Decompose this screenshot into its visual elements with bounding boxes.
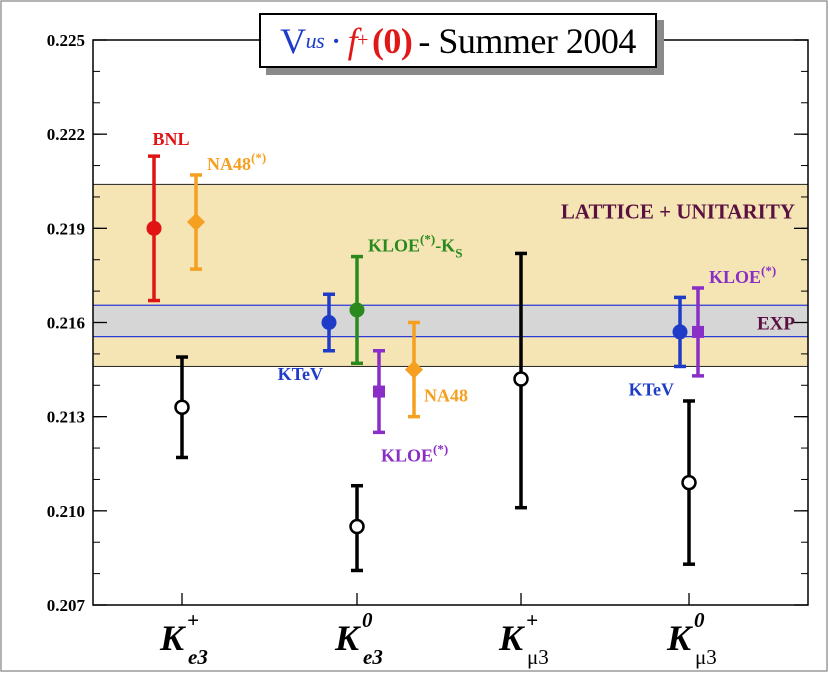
point-label-text: KTeV: [629, 379, 674, 399]
y-tick-label: 0.219: [47, 219, 85, 238]
title-v: V: [280, 20, 306, 61]
band-label-exp: EXP: [757, 314, 795, 335]
point-label-sub: S: [455, 246, 462, 261]
x-category-label: K 0 μ3: [666, 608, 717, 669]
data-point-open-circle: [681, 474, 697, 491]
x-label-sub: e3: [188, 645, 208, 669]
point-label-sup: (*): [251, 150, 266, 165]
x-label-base: K: [498, 618, 526, 658]
title-period: - Summer 2004: [418, 20, 636, 61]
y-tick-label: 0.222: [47, 125, 85, 144]
band-exp: [93, 305, 808, 337]
data-point-diamond: [187, 213, 205, 232]
point-label: NA48: [424, 386, 468, 406]
band-label-lattice: LATTICE + UNITARITY: [561, 200, 795, 224]
point-label: KLOE(*): [381, 441, 448, 465]
point-label-sup: (*): [433, 441, 448, 456]
x-category-label: K + e3: [159, 608, 208, 669]
title-dot: ·: [330, 20, 342, 61]
data-point-circle: [349, 302, 365, 318]
y-tick-label: 0.213: [47, 408, 85, 427]
data-point-circle: [321, 315, 337, 330]
data-point-square: [373, 385, 385, 398]
data-point-diamond: [405, 360, 423, 379]
title-plus-subscript: +: [357, 29, 368, 51]
x-label-sub: e3: [363, 645, 383, 669]
x-label-base: K: [666, 618, 694, 658]
x-category-label: K 0 e3: [334, 608, 383, 669]
x-label-sub: μ3: [695, 645, 717, 669]
y-tick-label: 0.210: [47, 502, 85, 521]
data-point-open-circle: [174, 399, 190, 415]
x-label-sup: +: [187, 608, 199, 632]
x-label-base: K: [159, 618, 187, 658]
point-label-text: NA48: [424, 386, 468, 406]
point-label-text: NA48(*): [207, 150, 266, 174]
y-tick-label: 0.207: [47, 596, 86, 615]
x-label-base: K: [334, 618, 362, 658]
point-label: BNL: [152, 129, 189, 149]
point-label-text: BNL: [152, 129, 189, 149]
point-label-text: KTeV: [278, 364, 323, 384]
data-point-circle: [672, 324, 688, 340]
title-zero: (0): [371, 20, 413, 61]
title-us-subscript: us: [305, 27, 325, 53]
point-label-text: KLOE(*): [381, 441, 448, 465]
x-label-sub: μ3: [527, 645, 549, 669]
data-point-square: [692, 325, 704, 338]
point-label: NA48(*): [207, 150, 266, 174]
point-label-sup: (*): [761, 263, 776, 278]
data-point-circle: [146, 220, 162, 236]
data-point-open-circle: [513, 371, 529, 387]
data-point-open-circle: [349, 518, 365, 535]
point-label: KTeV: [629, 379, 674, 399]
point-label-mid: -K: [435, 236, 455, 256]
x-category-label: K + μ3: [498, 608, 549, 669]
x-label-sup: +: [526, 608, 538, 632]
y-tick-label: 0.225: [47, 31, 85, 50]
x-label-sup: 0: [362, 608, 373, 632]
point-label: KTeV: [278, 364, 323, 384]
y-tick-label: 0.216: [47, 314, 85, 333]
title-f: f: [347, 20, 358, 61]
point-label-sup: (*): [420, 232, 435, 247]
x-label-sup: 0: [694, 608, 705, 632]
